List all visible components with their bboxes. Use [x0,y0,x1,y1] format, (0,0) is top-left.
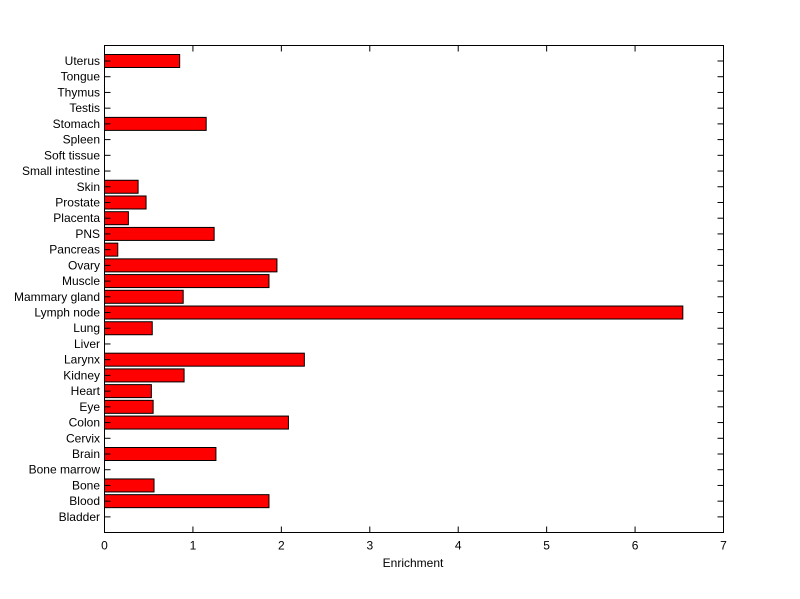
x-tick-label: 0 [101,539,108,553]
bar-stomach [104,116,207,131]
bar-lymph-node [104,305,684,320]
y-tick-label: Tongue [61,70,101,84]
y-tick-label: Blood [69,494,100,508]
y-tick-label: Soft tissue [44,148,100,162]
y-tick-label: Skin [77,180,100,194]
y-tick-label: Bone marrow [29,463,101,477]
bar-muscle [104,274,270,289]
y-tick-label: Small intestine [22,164,100,178]
bar-ovary [104,258,278,273]
bar-eye [104,399,154,414]
y-tick-label: Muscle [62,274,100,288]
bar-heart [104,384,152,399]
bar-kidney [104,368,185,383]
bar-blood [104,494,270,509]
y-tick-label: Eye [79,400,100,414]
y-tick-label: Brain [72,447,100,461]
y-tick-label: Bladder [59,510,100,524]
y-tick-label: PNS [75,227,100,241]
y-tick-label: Kidney [63,368,100,382]
y-tick-label: Placenta [53,211,100,225]
bars-layer [104,54,684,509]
y-tick-label: Ovary [68,258,100,272]
bar-mammary-gland [104,289,184,304]
y-tick-label: Testis [69,101,100,115]
y-tick-label: Bone [72,478,100,492]
bar-lung [104,321,153,336]
y-tick-label: Cervix [66,431,100,445]
x-tick-label: 4 [455,539,462,553]
x-axis-label: Enrichment [383,556,444,570]
y-tick-label: Colon [69,416,100,430]
x-tick-label: 1 [190,539,197,553]
y-tick-label: Lymph node [34,306,100,320]
plot-frame [104,45,724,533]
y-tick-label: Uterus [65,54,100,68]
y-tick-label: Stomach [53,117,100,131]
bar-larynx [104,352,305,367]
bar-brain [104,447,217,461]
x-tick-label: 6 [632,539,639,553]
bar-pns [104,226,215,241]
x-tick-label: 3 [366,539,373,553]
y-tick-label: Mammary gland [14,290,100,304]
x-tick-label: 7 [720,539,727,553]
y-tick-label: Spleen [63,133,100,147]
y-tick-label: Prostate [55,195,100,209]
y-tick-label: Lung [73,321,100,335]
bar-prostate [104,195,147,210]
bar-uterus [104,54,181,68]
bar-bone [104,478,155,493]
y-tick-label: Larynx [64,353,100,367]
y-tick-label: Thymus [57,85,100,99]
x-tick-label: 2 [278,539,285,553]
y-tick-label: Pancreas [49,243,100,257]
y-tick-label: Liver [74,337,100,351]
y-tick-label: Heart [71,384,101,398]
x-tick-label: 5 [543,539,550,553]
bar-colon [104,415,289,430]
